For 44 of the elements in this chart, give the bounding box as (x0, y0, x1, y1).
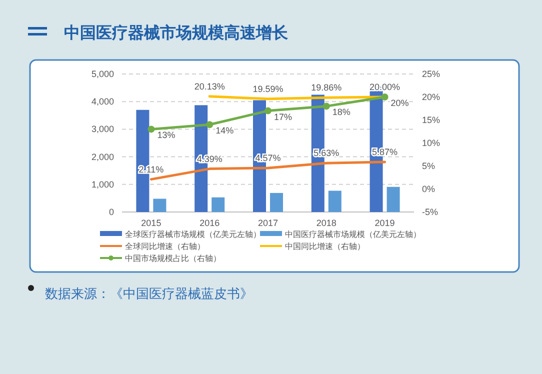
data-label: 17% (274, 112, 292, 122)
y2-tick-label: 25% (422, 69, 440, 79)
data-label: 13% (157, 130, 176, 140)
legend-label: 中国医疗器械市场规模（亿美元左轴） (285, 230, 421, 239)
data-label: 20% (390, 98, 409, 108)
y-tick-label: 2,000 (91, 152, 114, 162)
x-tick-label: 2018 (316, 218, 336, 228)
point (206, 121, 214, 128)
legend-label: 中国同比增速（右轴） (285, 242, 365, 251)
y-tick-label: 3,000 (91, 124, 114, 134)
bar (386, 186, 400, 212)
legend-label: 全球同比增速（右轴） (125, 242, 205, 251)
y2-tick-label: 5% (422, 161, 436, 171)
y2-tick-label: 15% (422, 115, 440, 125)
y-tick-label: 5,000 (91, 69, 114, 79)
legend-label: 全球医疗器械市场规模（亿美元左轴） (125, 230, 261, 239)
point (264, 107, 272, 114)
bar (328, 190, 342, 212)
data-label: 20.13% (194, 81, 225, 92)
bar (212, 197, 225, 212)
data-label: 19.86% (311, 82, 342, 93)
y2-tick-label: -5% (422, 207, 438, 217)
y-tick-label: 1,000 (91, 179, 114, 190)
point (381, 94, 388, 100)
data-label: 19.59% (252, 84, 284, 94)
x-tick-label: 2016 (200, 218, 220, 228)
point (322, 102, 330, 110)
y-tick-label: 0 (108, 207, 114, 217)
data-label: 20.00% (370, 82, 400, 92)
legend-label: 中国市场规模占比（右轴） (125, 254, 221, 263)
y2-tick-label: 20% (422, 92, 440, 102)
y2-tick-label: 0% (422, 184, 436, 194)
source-note: 数据来源：《中国医疗器械蓝皮书》 (45, 286, 253, 301)
data-label: 14% (216, 126, 234, 136)
x-tick-label: 2017 (258, 218, 278, 228)
y-tick-label: 4,000 (91, 96, 114, 107)
data-label: 18% (332, 107, 350, 118)
x-tick-label: 2019 (374, 218, 395, 228)
bar (270, 192, 283, 212)
point (148, 126, 155, 133)
y2-tick-label: 10% (422, 138, 440, 148)
chart-title: 中国医疗器械市场规模高速增长 (64, 23, 289, 42)
bar (153, 198, 166, 212)
x-tick-label: 2015 (141, 218, 162, 228)
